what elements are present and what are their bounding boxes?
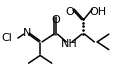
Text: OH: OH (90, 7, 107, 17)
Text: NH: NH (61, 39, 78, 49)
Text: O: O (66, 7, 74, 17)
Text: O: O (51, 15, 60, 25)
Text: Cl: Cl (1, 33, 12, 43)
Text: N: N (22, 28, 31, 38)
